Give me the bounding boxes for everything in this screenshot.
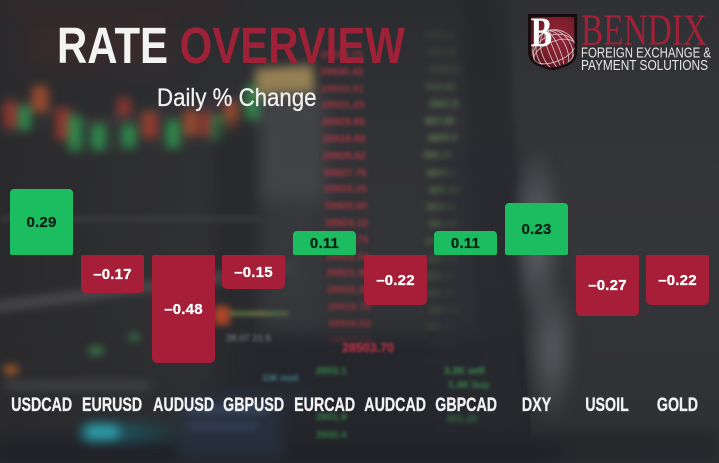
- svg-text:FOREIGN EXCHANGE &: FOREIGN EXCHANGE &: [581, 45, 711, 62]
- svg-text:BENDIX: BENDIX: [581, 14, 707, 54]
- svg-text:B: B: [531, 14, 553, 56]
- svg-text:PAYMENT SOLUTIONS: PAYMENT SOLUTIONS: [581, 57, 708, 74]
